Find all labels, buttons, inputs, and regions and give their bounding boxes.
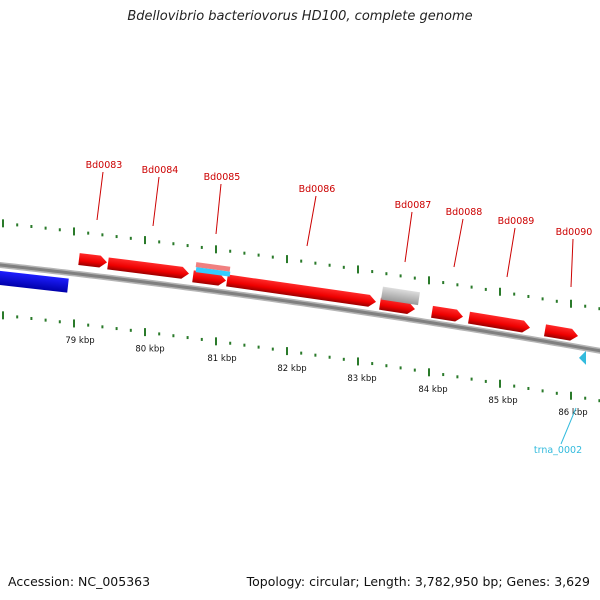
gene-label-Bd0087: Bd0087 [395, 200, 432, 211]
pseudo-gene-feature [381, 286, 420, 306]
map-title: Bdellovibrio bacteriovorus HD100, comple… [127, 9, 473, 24]
gene-Bd0088 [431, 305, 463, 322]
feature-labels: 79 kbp 80 kbp 81 kbp 82 kbp 83 kbp 84 kbp 85 k… [65, 160, 592, 456]
gene-leader-line [306, 195, 317, 247]
trna-label: trna_0002 [534, 445, 582, 456]
scale-label: 81 kbp [207, 354, 236, 364]
gene-Bd0086 [226, 274, 376, 307]
gene-leader-line [96, 171, 104, 221]
gene-label-Bd0089: Bd0089 [498, 216, 535, 227]
gene-label-Bd0090: Bd0090 [556, 227, 593, 238]
scale-label: 86 kbp [558, 408, 587, 418]
trna-marker [579, 350, 586, 365]
gene-leader-line [570, 238, 574, 288]
genome-backbone [0, 261, 600, 354]
trna-leader-line [560, 407, 577, 445]
gene-Bd0090 [543, 324, 578, 341]
blue-feature [0, 268, 69, 293]
backbone-line [0, 263, 600, 353]
gene-label-Bd0084: Bd0084 [142, 165, 179, 176]
gene-label-Bd0088: Bd0088 [446, 207, 483, 218]
gene-Bd0084 [107, 257, 190, 279]
accession-text: Accession: NC_005363 [8, 574, 151, 589]
gene-Bd0083 [78, 253, 107, 268]
gene-leader-line [453, 218, 464, 268]
gene-leader-line [215, 183, 222, 235]
feature-track [0, 253, 586, 365]
scale-label: 80 kbp [135, 345, 164, 355]
scale-label: 84 kbp [418, 385, 447, 395]
gene-leader-line [152, 176, 160, 227]
rrna-pink-feature [195, 262, 231, 272]
gene-label-Bd0083: Bd0083 [86, 160, 123, 171]
gene-label-Bd0085: Bd0085 [204, 172, 241, 183]
scale-label: 79 kbp [65, 336, 94, 346]
rrna-cyan-feature [195, 267, 231, 277]
scale-label: 83 kbp [347, 374, 376, 384]
genome-stats-text: Topology: circular; Length: 3,782,950 bp… [246, 574, 590, 589]
gene-leader-line [404, 211, 413, 263]
gene-label-Bd0086: Bd0086 [299, 184, 336, 195]
scale-label: 85 kbp [488, 396, 517, 406]
tick-rings [2, 219, 600, 403]
gene-leader-line [506, 227, 516, 278]
scale-label: 82 kbp [277, 364, 306, 374]
gene-Bd0089 [468, 311, 530, 333]
